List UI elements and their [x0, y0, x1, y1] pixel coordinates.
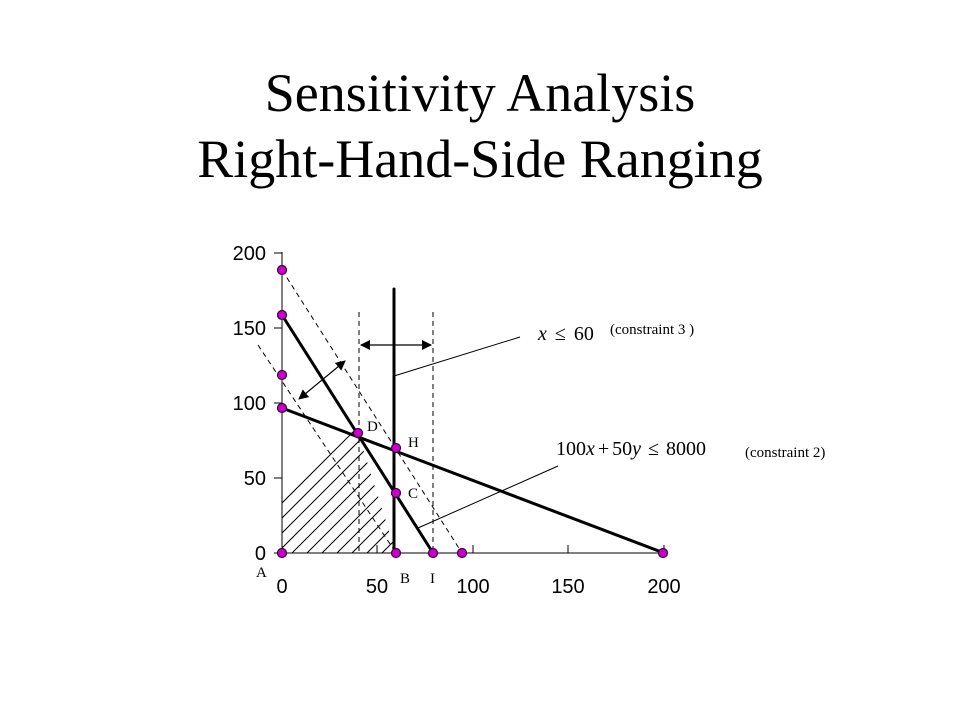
point-label-h: H: [408, 435, 419, 451]
constraint2-coef1: 100: [556, 438, 586, 460]
constraint2-coef2: 50: [612, 438, 632, 460]
x-tick-label-0: 0: [276, 576, 287, 598]
marker-x200: [657, 547, 669, 559]
vertex-markers: [276, 264, 669, 559]
constraint2-equation: 100x +50y ≤8000: [556, 438, 706, 460]
marker-a: [276, 547, 288, 559]
y-tick-label-0: 0: [255, 543, 266, 565]
y-tick-label-100: 100: [233, 393, 266, 415]
constraint2-rhs: 8000: [666, 438, 706, 460]
y-tick-label-200: 200: [233, 243, 266, 265]
marker-c: [390, 487, 402, 499]
marker-y160: [276, 309, 288, 321]
constraint3-rhs: 60: [574, 323, 594, 345]
marker-d: [352, 427, 364, 439]
constraint1-line: [280, 406, 666, 555]
slide-title: Sensitivity Analysis Right-Hand-Side Ran…: [0, 60, 960, 192]
constraint3-equation: x ≤60: [537, 323, 594, 345]
point-label-d: D: [367, 419, 378, 435]
y-tick-label-50: 50: [244, 468, 266, 490]
title-line-1: Sensitivity Analysis: [264, 63, 696, 123]
constraint3-leader-line: [393, 336, 521, 377]
constraint2-plus: +: [598, 438, 609, 460]
constraint2-upper-dashed: [281, 269, 463, 554]
constraint2-var2: y: [630, 438, 641, 460]
constraint2-op: ≤: [648, 438, 659, 460]
constraint3-note: (constraint 3 ): [610, 322, 694, 338]
point-label-b: B: [400, 571, 410, 587]
constraint2-range-arrow: [298, 360, 346, 400]
x-tick-label-200: 200: [647, 576, 680, 598]
constraint2-lower-dashed: [257, 344, 397, 554]
marker-y100: [276, 402, 288, 414]
marker-y120: [276, 369, 288, 381]
constraint2-var1: x: [585, 438, 595, 460]
marker-h: [390, 442, 402, 454]
x-tick-label-100: 100: [456, 576, 489, 598]
point-label-i: I: [430, 571, 435, 587]
constraint-lines: [280, 287, 666, 555]
constraint3-op: ≤: [555, 323, 566, 345]
marker-y200: [276, 264, 288, 276]
constraint3-lhs: x: [537, 323, 547, 345]
point-label-a: A: [256, 565, 267, 581]
x-tick-label-50: 50: [366, 576, 388, 598]
y-tick-label-150: 150: [233, 318, 266, 340]
constraint2-leader-line: [417, 465, 559, 529]
point-label-c: C: [408, 486, 418, 502]
marker-x95: [456, 547, 468, 559]
x-tick-label-150: 150: [551, 576, 584, 598]
axes: [274, 252, 665, 554]
marker-i: [427, 547, 439, 559]
title-line-2: Right-Hand-Side Ranging: [197, 129, 763, 189]
marker-b: [390, 547, 402, 559]
constraint2-note: (constraint 2): [745, 445, 825, 461]
